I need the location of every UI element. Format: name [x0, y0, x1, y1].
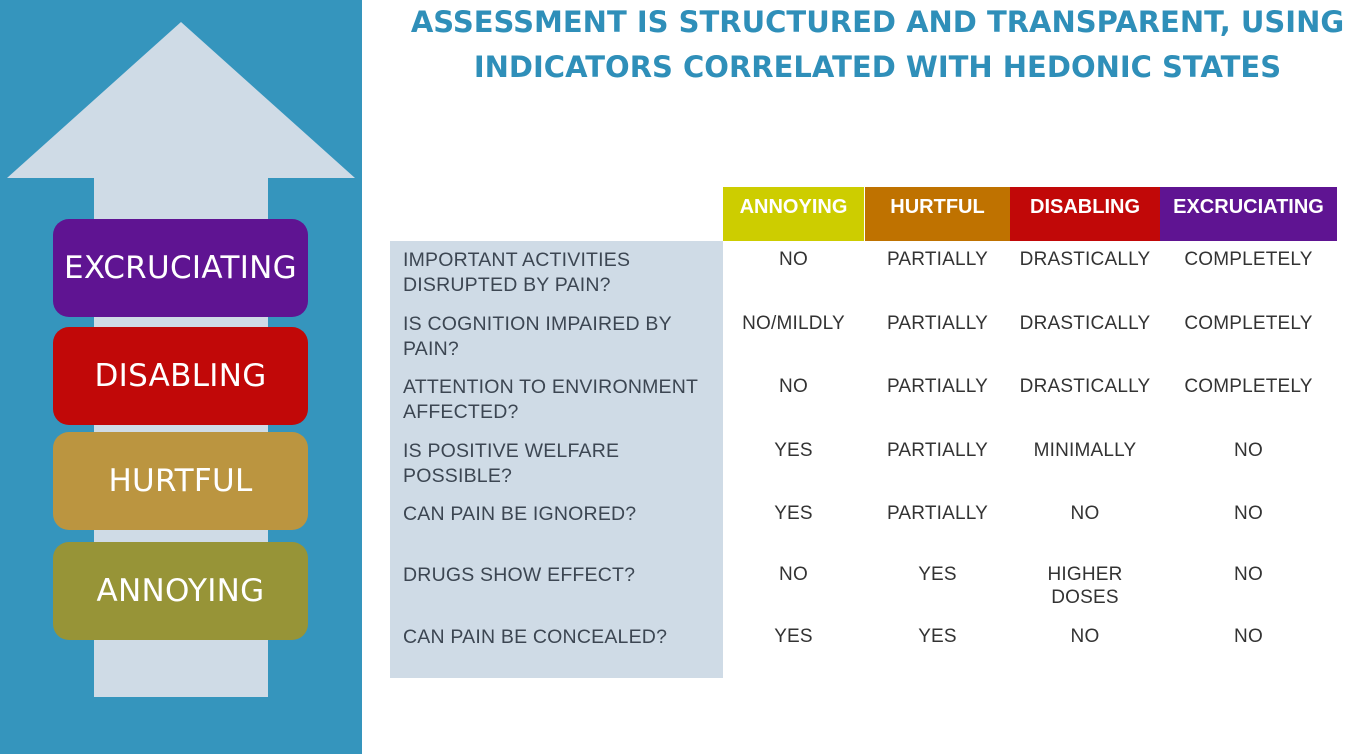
cell-hurtful: YES — [918, 564, 957, 585]
level-disabling: DISABLING — [53, 327, 308, 425]
cell-annoying: YES — [774, 503, 813, 524]
cell-hurtful: PARTIALLY — [886, 503, 989, 524]
cell-annoying: YES — [774, 440, 813, 461]
question-row: CAN PAIN BE CONCEALED? — [403, 626, 668, 648]
level-annoying: ANNOYING — [53, 542, 308, 640]
cell-hurtful: PARTIALLY — [886, 440, 989, 461]
cell-excruciating: NO — [1234, 503, 1263, 524]
cell-hurtful: PARTIALLY — [886, 249, 989, 270]
page-title: ASSESSMENT IS STRUCTURED AND TRANSPARENT… — [410, 5, 1345, 84]
cell-excruciating: COMPLETELY — [1184, 313, 1313, 334]
cell-disabling: NO — [1070, 626, 1100, 647]
cell-annoying: NO — [779, 564, 808, 585]
question-row: CAN PAIN BE IGNORED? — [403, 503, 637, 525]
question-row: DRUGS SHOW EFFECT? — [403, 564, 636, 586]
header-excruciating: EXCRUCIATING — [1160, 187, 1337, 241]
questions-column-background — [390, 241, 723, 678]
header-annoying: ANNOYING — [723, 187, 864, 241]
cell-disabling: DRASTICALLY — [1019, 313, 1151, 334]
cell-hurtful: PARTIALLY — [886, 376, 989, 397]
cell-disabling: HIGHER DOSES — [1047, 564, 1123, 608]
left-panel: EXCRUCIATING DISABLING HURTFUL ANNOYING — [0, 0, 362, 754]
cell-excruciating: COMPLETELY — [1184, 249, 1313, 270]
level-hurtful: HURTFUL — [53, 432, 308, 530]
cell-excruciating: NO — [1234, 626, 1263, 647]
header-hurtful: HURTFUL — [865, 187, 1010, 241]
cell-annoying: NO — [779, 249, 808, 270]
cell-annoying: NO — [779, 376, 808, 397]
cell-hurtful: PARTIALLY — [886, 313, 989, 334]
cell-disabling: MINIMALLY — [1033, 440, 1137, 461]
question-row: IS COGNITION IMPAIRED BY PAIN? — [403, 313, 672, 360]
question-row: IS POSITIVE WELFARE POSSIBLE? — [403, 440, 620, 487]
cell-excruciating: NO — [1234, 564, 1263, 585]
cell-disabling: DRASTICALLY — [1019, 249, 1151, 270]
level-excruciating: EXCRUCIATING — [53, 219, 308, 317]
cell-annoying: NO/MILDLY — [742, 313, 845, 334]
question-row: IMPORTANT ACTIVITIES DISRUPTED BY PAIN? — [403, 249, 631, 296]
header-disabling: DISABLING — [1010, 187, 1160, 241]
cell-disabling: DRASTICALLY — [1019, 376, 1151, 397]
question-row: ATTENTION TO ENVIRONMENT AFFECTED? — [403, 376, 698, 423]
cell-excruciating: NO — [1234, 440, 1263, 461]
cell-excruciating: COMPLETELY — [1184, 376, 1313, 397]
cell-hurtful: YES — [918, 626, 957, 647]
cell-annoying: YES — [774, 626, 813, 647]
cell-disabling: NO — [1070, 503, 1100, 524]
